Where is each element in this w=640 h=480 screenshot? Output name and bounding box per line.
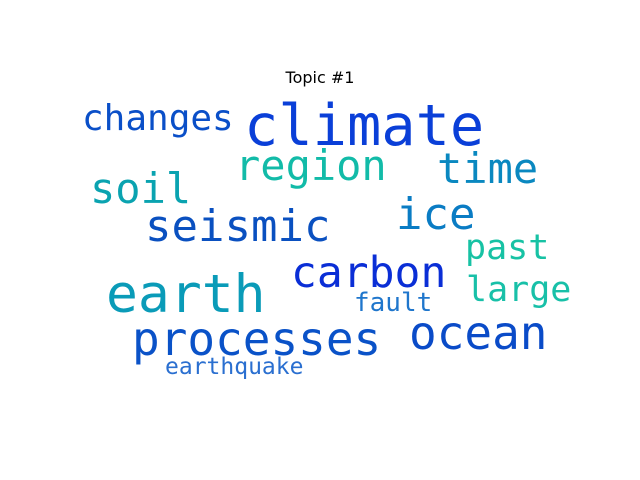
word-earth: earth xyxy=(106,264,266,325)
word-fault: fault xyxy=(354,288,433,318)
word-region: region xyxy=(235,141,387,190)
word-soil: soil xyxy=(90,164,192,213)
word-climate: climate xyxy=(244,93,485,159)
word-carbon: carbon xyxy=(291,248,447,298)
word-time: time xyxy=(437,144,539,193)
chart-title: Topic #1 xyxy=(285,68,355,87)
word-seismic: seismic xyxy=(145,201,331,252)
word-large: large xyxy=(466,270,572,310)
word-changes: changes xyxy=(82,98,234,139)
word-ice: ice xyxy=(396,189,476,240)
word-ocean: ocean xyxy=(409,306,548,360)
word-earthquake: earthquake xyxy=(165,354,304,380)
word-past: past xyxy=(465,228,550,268)
word-processes: processes xyxy=(132,312,382,366)
